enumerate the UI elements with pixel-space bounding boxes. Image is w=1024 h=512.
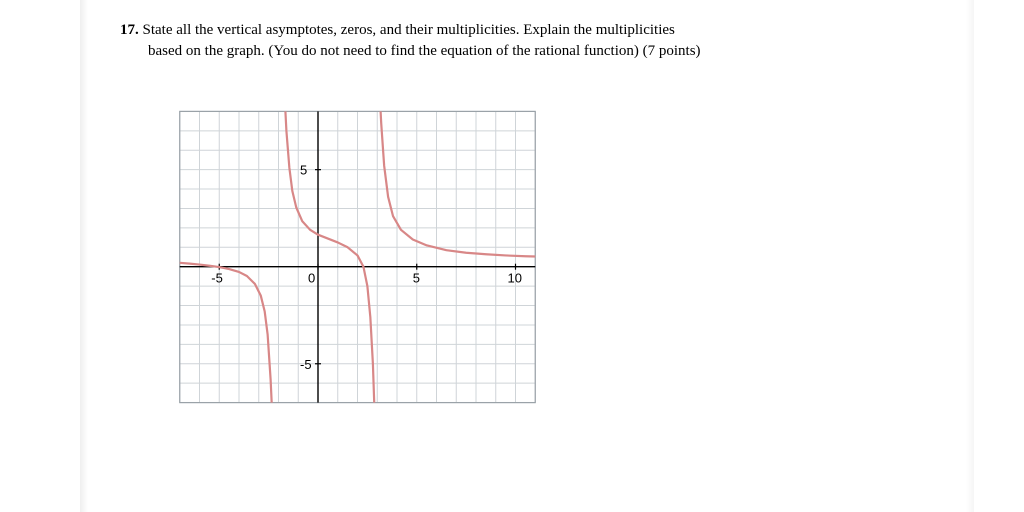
svg-text:10: 10 xyxy=(508,271,522,286)
chart-svg: -5 0 5 10 -5 5 xyxy=(160,92,555,422)
question-line1: State all the vertical asymptotes, zeros… xyxy=(143,22,675,38)
svg-text:5: 5 xyxy=(413,271,420,286)
svg-text:0: 0 xyxy=(308,271,315,286)
svg-text:-5: -5 xyxy=(300,357,312,372)
question-number: 17. xyxy=(120,22,139,38)
question-line2: based on the graph. (You do not need to … xyxy=(120,41,924,62)
svg-text:5: 5 xyxy=(300,163,307,178)
rational-function-chart: -5 0 5 10 -5 5 xyxy=(160,92,555,422)
svg-text:-5: -5 xyxy=(211,271,223,286)
page-shadow-left xyxy=(80,0,88,512)
question-block: 17. State all the vertical asymptotes, z… xyxy=(120,20,924,62)
page-shadow-right xyxy=(966,0,974,512)
